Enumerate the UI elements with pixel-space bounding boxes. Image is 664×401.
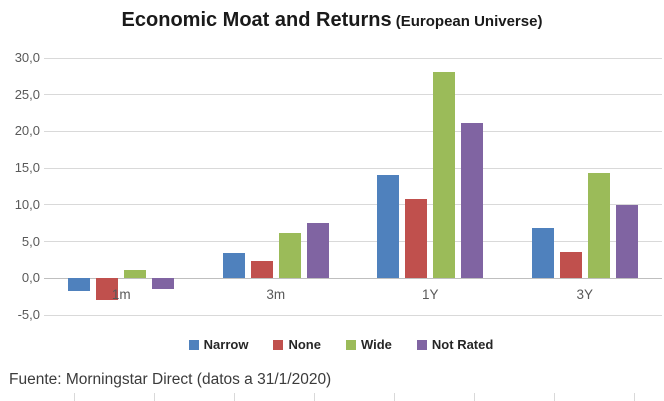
gridline — [44, 241, 662, 243]
gridline — [44, 204, 662, 206]
cell-border-tick — [474, 393, 475, 401]
bar-not-rated-1m — [152, 278, 175, 290]
legend-label: Narrow — [203, 337, 249, 352]
chart-title-main: Economic Moat and Returns — [121, 9, 392, 31]
x-axis-category-label: 1Y — [421, 287, 439, 303]
bar-not-rated-3y — [615, 204, 638, 279]
cell-border-tick — [634, 393, 635, 401]
legend-swatch-none — [273, 339, 284, 350]
gridline — [44, 94, 662, 96]
bar-wide-1y — [433, 71, 456, 279]
cell-border-tick — [394, 393, 395, 401]
x-axis-category-label: 3m — [266, 287, 286, 303]
legend-item-narrow: Narrow — [188, 337, 249, 352]
bar-narrow-3m — [222, 253, 245, 279]
bar-narrow-3y — [531, 227, 554, 279]
y-axis-tick-label: 30,0 — [14, 50, 40, 65]
bar-wide-1m — [124, 270, 147, 279]
bar-narrow-1m — [68, 278, 91, 292]
legend-item-not-rated: Not Rated — [416, 337, 494, 352]
cell-border-tick — [314, 393, 315, 401]
y-axis-tick-label: 15,0 — [14, 160, 40, 176]
legend-item-wide: Wide — [345, 337, 392, 352]
legend-swatch-narrow — [188, 339, 199, 350]
cell-border-tick — [554, 393, 555, 401]
chart-title: Economic Moat and Returns (European Univ… — [0, 9, 664, 32]
y-axis-tick-label: 5,0 — [21, 233, 40, 249]
bar-wide-3y — [587, 172, 610, 279]
gridline — [44, 314, 662, 316]
legend-label: Wide — [360, 337, 392, 352]
cell-border-tick — [74, 393, 75, 401]
x-axis-category-label: 3Y — [576, 287, 593, 303]
bar-not-rated-3m — [306, 223, 329, 279]
cell-border-tick — [234, 393, 235, 401]
y-axis-tick-label: 25,0 — [14, 86, 40, 102]
legend-label: Not Rated — [431, 337, 494, 352]
gridline — [44, 130, 662, 132]
zero-axis-line — [44, 277, 662, 279]
y-axis-tick-label: 10,0 — [14, 196, 40, 212]
gridline — [44, 167, 662, 169]
bar-not-rated-1y — [461, 123, 484, 279]
chart-title-suffix: (European Universe) — [391, 13, 543, 30]
legend-swatch-not-rated — [416, 339, 427, 350]
bar-none-1m — [96, 278, 119, 301]
cell-border-tick — [154, 393, 155, 401]
source-note: Fuente: Morningstar Direct (datos a 31/1… — [9, 371, 332, 388]
gridline — [44, 57, 662, 59]
legend: Narrow None Wide Not Rated — [18, 338, 664, 351]
y-axis-tick-label: 20,0 — [14, 123, 40, 139]
y-axis-tick-label: -5,0 — [17, 307, 40, 322]
legend-item-none: None — [273, 338, 321, 351]
y-axis-tick-label: 0,0 — [21, 270, 40, 286]
bar-none-3m — [250, 261, 273, 279]
bar-none-1y — [405, 198, 428, 279]
bar-narrow-1y — [377, 175, 400, 279]
bar-none-3y — [559, 251, 582, 279]
bar-wide-3m — [278, 232, 301, 279]
x-axis-category-label: 1m — [111, 287, 131, 303]
legend-label: None — [288, 337, 321, 352]
legend-swatch-wide — [345, 339, 356, 350]
